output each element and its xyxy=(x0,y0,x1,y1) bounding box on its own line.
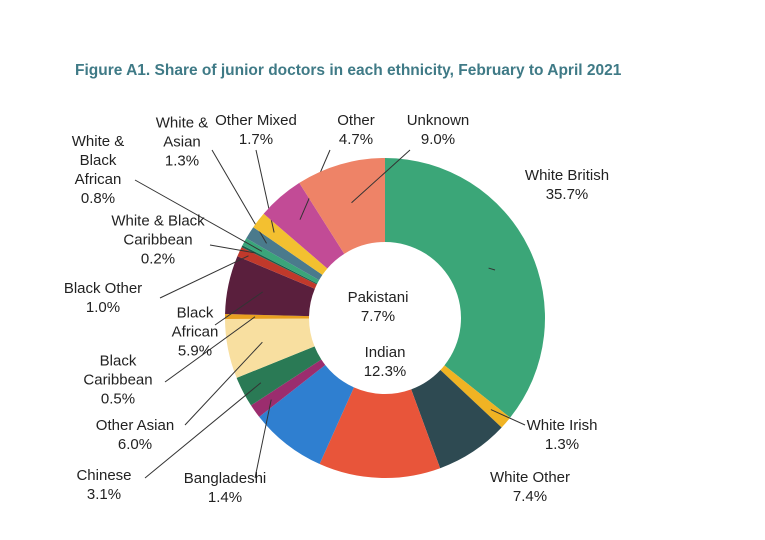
donut-slice xyxy=(225,313,310,320)
donut-slice xyxy=(440,365,511,428)
leader-line xyxy=(254,399,272,479)
donut-slice xyxy=(259,364,354,465)
value-label: 7.4% xyxy=(512,488,548,505)
slice-label: White Irish 1.3% xyxy=(517,416,607,454)
category-label: Other Mixed xyxy=(215,112,297,129)
category-label: White & Asian xyxy=(155,114,209,151)
value-label: 6.0% xyxy=(117,436,153,453)
slice-label: White & Asian 1.3% xyxy=(142,114,222,171)
donut-slice xyxy=(241,245,318,285)
leader-line xyxy=(184,341,263,426)
value-label: 3.1% xyxy=(86,486,122,503)
slice-label: Bangladeshi 1.4% xyxy=(170,469,280,507)
slice-label: Black African 5.9% xyxy=(160,304,230,361)
slice-label: Pakistani 7.7% xyxy=(333,288,423,326)
category-label: White Irish xyxy=(526,417,598,434)
category-label: Other Asian xyxy=(95,417,175,434)
donut-slice xyxy=(237,247,317,289)
value-label: 5.9% xyxy=(177,342,213,360)
slice-label: Indian 12.3% xyxy=(340,343,430,381)
donut-slice xyxy=(242,238,320,284)
category-label: Bangladeshi xyxy=(183,470,267,487)
donut-slice xyxy=(225,318,315,378)
value-label: 1.3% xyxy=(164,152,200,170)
leader-line xyxy=(490,409,526,426)
value-label: 35.7% xyxy=(545,186,589,203)
value-label: 0.8% xyxy=(80,190,116,207)
value-label: 1.4% xyxy=(207,489,243,506)
category-label: Pakistani xyxy=(347,289,409,306)
leader-line xyxy=(488,267,496,271)
category-label: Unknown xyxy=(406,112,470,129)
category-label: White & Black African xyxy=(71,133,125,188)
slice-label: Unknown 9.0% xyxy=(383,111,493,149)
value-label: 1.3% xyxy=(544,436,580,453)
donut-slice xyxy=(250,359,326,417)
donut-slice xyxy=(236,346,322,406)
donut-slice xyxy=(263,182,345,269)
leader-line xyxy=(144,382,262,479)
category-label: White Other xyxy=(489,469,571,486)
value-label: 0.2% xyxy=(140,250,176,268)
value-label: 0.5% xyxy=(100,390,136,408)
chart-title: Figure A1. Share of junior doctors in ea… xyxy=(75,62,622,79)
category-label: White & Black Caribbean xyxy=(111,212,205,249)
value-label: 7.7% xyxy=(360,308,396,325)
leader-line xyxy=(351,149,411,204)
slice-label: Black Caribbean 0.5% xyxy=(63,352,173,409)
category-label: Indian xyxy=(364,344,406,361)
value-label: 1.7% xyxy=(238,131,274,148)
donut-slice xyxy=(225,256,315,317)
slice-label: White & Black African 0.8% xyxy=(63,132,133,208)
category-label: Other xyxy=(337,112,375,129)
donut-slice xyxy=(319,387,441,478)
slice-label: Other 4.7% xyxy=(321,111,391,149)
slice-label: White Other 7.4% xyxy=(470,468,590,506)
category-label: Black Other xyxy=(63,280,143,297)
category-label: Black African xyxy=(171,304,219,341)
value-label: 4.7% xyxy=(338,131,374,148)
leader-line xyxy=(214,291,264,326)
slice-label: Black Other 1.0% xyxy=(48,279,158,317)
value-label: 9.0% xyxy=(420,131,456,148)
category-label: Black Caribbean xyxy=(83,352,153,389)
slice-label: Other Asian 6.0% xyxy=(75,416,195,454)
donut-slice xyxy=(253,213,328,275)
leader-line xyxy=(159,255,249,299)
category-label: White British xyxy=(524,167,610,184)
slice-label: White & Black Caribbean 0.2% xyxy=(103,212,213,269)
leader-line xyxy=(209,244,256,254)
slice-label: Other Mixed 1.7% xyxy=(196,111,316,149)
leader-line xyxy=(164,316,256,383)
donut-slice xyxy=(385,158,545,418)
leader-line xyxy=(134,179,263,252)
slice-label: White British 35.7% xyxy=(497,166,637,204)
donut-slice xyxy=(299,158,385,254)
value-label: 1.0% xyxy=(85,299,121,316)
category-label: Chinese xyxy=(76,467,132,484)
slice-label: Chinese 3.1% xyxy=(64,466,144,504)
donut-slice xyxy=(411,370,502,469)
value-label: 12.3% xyxy=(363,363,407,380)
